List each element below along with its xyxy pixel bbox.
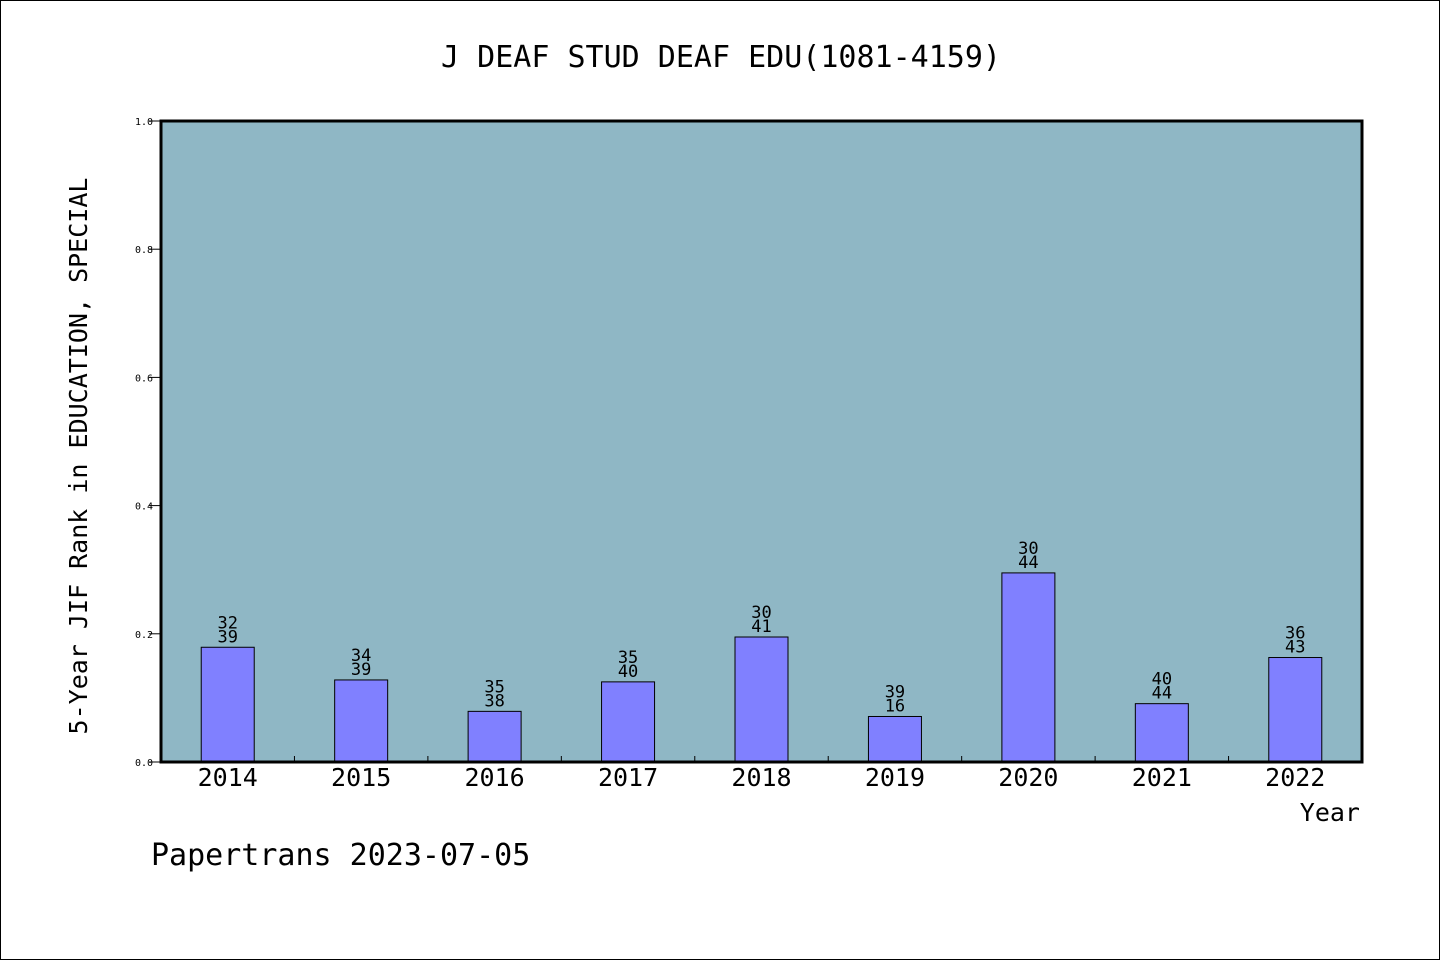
x-tick-label: 2021 — [1132, 763, 1192, 792]
y-tick-label: 1.0 — [135, 117, 153, 128]
x-tick-label: 2016 — [465, 763, 525, 792]
plot-border — [159, 119, 1364, 764]
x-axis-label: Year — [1300, 798, 1360, 827]
bar-2018 — [734, 636, 789, 763]
y-axis-label: 5-Year JIF Rank in EDUCATION, SPECIAL — [64, 178, 93, 735]
x-tick-label: 2022 — [1265, 763, 1325, 792]
bar-label-bottom: 38 — [484, 691, 504, 711]
chart-title: J DEAF STUD DEAF EDU(1081-4159) — [441, 40, 1001, 75]
y-tick-label: 0.6 — [135, 373, 153, 384]
bar-2015 — [334, 679, 389, 763]
y-tick-label: 0.8 — [135, 245, 153, 256]
bar-2014 — [200, 646, 255, 763]
x-tick-label: 2017 — [598, 763, 658, 792]
bar-label-top: 32 — [217, 613, 237, 633]
bar-label-top: 34 — [351, 646, 371, 666]
bar-2017 — [601, 681, 656, 763]
footer-watermark: Papertrans 2023-07-05 — [151, 838, 530, 873]
bar-label-top: 36 — [1285, 624, 1305, 644]
y-tick-label: 0.2 — [135, 630, 153, 641]
bar-2019 — [867, 715, 922, 763]
bar-label-bottom: 41 — [751, 617, 771, 637]
x-tick-label: 2020 — [998, 763, 1058, 792]
y-tick-label: 0.4 — [135, 502, 153, 513]
bar-label-top: 40 — [1152, 670, 1172, 690]
bar-label-top: 30 — [751, 603, 771, 623]
bar-label-bottom: 40 — [618, 662, 638, 682]
axis-ticks-group: 0.0 0.2 0.4 0.6 0.8 1.0 2014 2015 2016 2017 2018 20… — [135, 117, 1325, 792]
x-tick-label: 2018 — [731, 763, 791, 792]
bar-2021 — [1134, 703, 1189, 763]
bar-label-top: 30 — [1018, 539, 1038, 559]
bar-label-bottom: 39 — [217, 627, 237, 647]
bar-label-top: 35 — [618, 648, 638, 668]
bar-label-top: 39 — [885, 682, 905, 702]
bar-label-top: 35 — [484, 677, 504, 697]
bar-2022 — [1268, 657, 1323, 763]
x-tick-label: 2014 — [198, 763, 258, 792]
bar-label-bottom: 44 — [1152, 684, 1172, 704]
x-tick-label: 2019 — [865, 763, 925, 792]
x-tick-label: 2015 — [331, 763, 391, 792]
y-tick-label: 0.0 — [135, 758, 153, 769]
bar-2020 — [1001, 572, 1056, 763]
bar-label-bottom: 16 — [885, 696, 905, 716]
bar-2016 — [467, 710, 522, 763]
bar-label-bottom: 39 — [351, 660, 371, 680]
bar-label-bottom: 44 — [1018, 553, 1038, 573]
bar-label-bottom: 43 — [1285, 638, 1305, 658]
